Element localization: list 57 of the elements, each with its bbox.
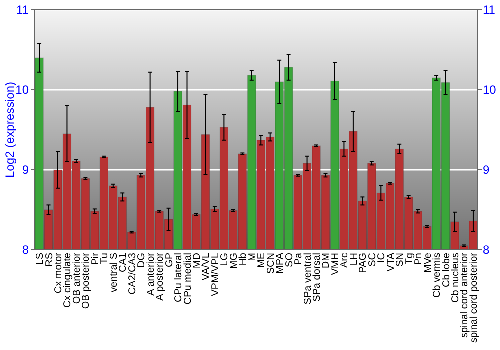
x-tick-label: PAG xyxy=(358,252,370,274)
x-tick-label: ventral S xyxy=(108,252,120,292)
x-tick-label: Cx motor xyxy=(53,252,64,294)
x-tick-label: CPu medial xyxy=(182,253,194,305)
x-tick-label: LH xyxy=(348,253,360,266)
x-tick-label: spinal cord anterior xyxy=(460,252,471,338)
x-tick-label: M xyxy=(247,253,258,262)
x-tick-label: SCN xyxy=(266,253,277,274)
x-tick-label: Pn xyxy=(414,253,425,266)
y-tick-label: 9 xyxy=(22,163,30,178)
y2-tick-label: 9 xyxy=(483,163,490,178)
x-tick-label: Cb vermis xyxy=(432,253,444,298)
x-tick-label: SO xyxy=(284,252,296,268)
x-tick-label: SPa ventral xyxy=(302,253,314,305)
x-tick-label: Cx cingulate xyxy=(62,252,74,308)
x-tick-label: MPA xyxy=(275,252,286,274)
x-tick-label: VA/VL xyxy=(201,252,212,281)
x-tick-label: IC xyxy=(376,253,388,263)
y-tick-label: 11 xyxy=(16,3,30,18)
x-tick-label: Cb nucleus xyxy=(450,253,462,304)
x-tick-label: RS xyxy=(44,252,56,267)
y2-tick-label: 10 xyxy=(483,83,497,98)
x-tick-label: DM xyxy=(321,253,332,269)
x-tick-label: MVe xyxy=(422,252,434,274)
y-tick-label: 8 xyxy=(22,243,30,258)
x-tick-label: A anterior xyxy=(146,252,157,296)
x-tick-label: Arc xyxy=(340,253,351,268)
x-tick-label: spinal cord posterior xyxy=(468,252,480,344)
y2-tick-label: 11 xyxy=(483,3,496,18)
x-tick-label: SC xyxy=(367,253,378,267)
x-tick-label: Tg xyxy=(404,253,416,265)
x-tick-label: A posterior xyxy=(155,252,166,301)
x-tick-label: Cb lobe xyxy=(441,252,452,288)
x-tick-label: CA1 xyxy=(118,252,130,272)
x-tick-label: Tu xyxy=(100,253,111,264)
x-tick-label: OB anterior xyxy=(72,252,83,304)
x-tick-label: MD xyxy=(192,253,203,269)
x-tick-label: CA2/CA3 xyxy=(127,252,138,295)
y-tick-label: 10 xyxy=(16,83,30,98)
x-tick-label: LS xyxy=(35,252,46,266)
x-tick-label: GP xyxy=(164,252,176,268)
x-tick-label: LG xyxy=(220,252,231,266)
x-tick-label: DG xyxy=(136,252,148,268)
x-tick-label: VPM/VPL xyxy=(210,252,222,296)
x-tick-label: Pa xyxy=(294,252,305,266)
x-tick-label: ME xyxy=(256,252,268,268)
x-tick-label: OB posterior xyxy=(81,252,92,310)
x-tick-label: Pir xyxy=(90,252,102,266)
x-tick-label: MG xyxy=(228,252,240,270)
x-tick-label: SPa dorsal xyxy=(312,253,324,302)
x-tick-label: VTA xyxy=(386,252,397,272)
y2-tick-label: 8 xyxy=(483,243,490,258)
x-tick-label: VMH xyxy=(330,253,342,276)
x-tick-label: CPu lateral xyxy=(174,253,185,302)
y-axis-title: Log2 (expression) xyxy=(3,82,18,178)
x-tick-label: Hb xyxy=(238,252,250,266)
x-tick-label: SN xyxy=(395,253,406,267)
